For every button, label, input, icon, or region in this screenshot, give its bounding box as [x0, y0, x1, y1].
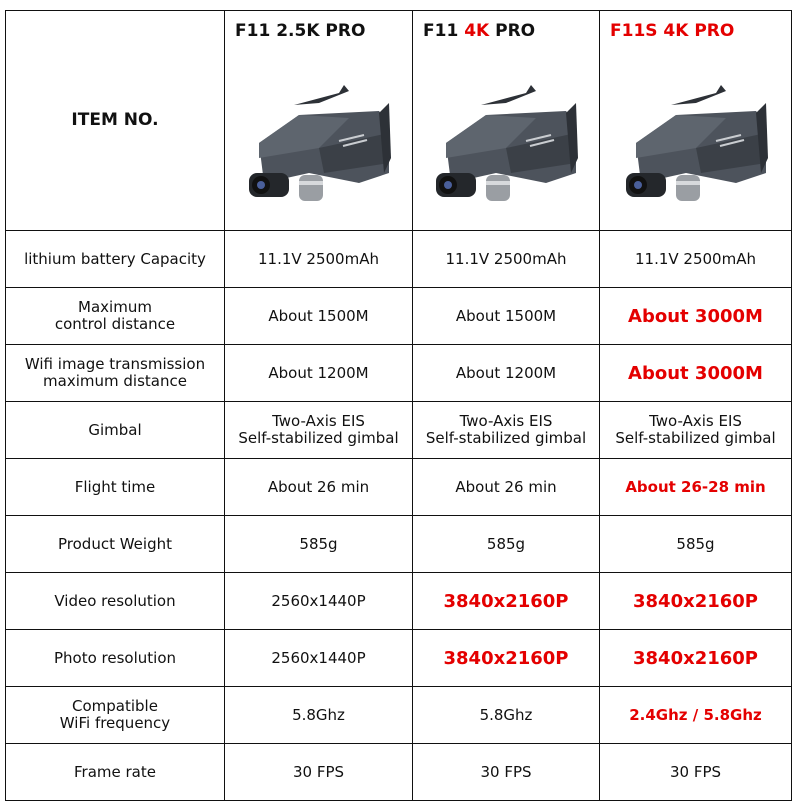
table-row: Frame rate 30 FPS 30 FPS 30 FPS	[5, 743, 792, 801]
spec-value: Two-Axis EIS Self-stabilized gimbal	[224, 401, 413, 459]
spec-value: 5.8Ghz	[224, 686, 413, 744]
spec-value: 5.8Ghz	[412, 686, 600, 744]
table-row: Compatible WiFi frequency 5.8Ghz 5.8Ghz 2.4…	[5, 686, 792, 744]
spec-value: 3840x2160P	[412, 572, 600, 630]
spec-value: 11.1V 2500mAh	[599, 230, 792, 288]
spec-value: 3840x2160P	[599, 629, 792, 687]
row-label: Frame rate	[5, 743, 225, 801]
row-label: Video resolution	[5, 572, 225, 630]
spec-value: 30 FPS	[412, 743, 600, 801]
row-label: Wifi image transmission maximum distance	[5, 344, 225, 402]
spec-value: About 1200M	[224, 344, 413, 402]
row-label: Compatible WiFi frequency	[5, 686, 225, 744]
product-title-prefix: F11	[235, 21, 277, 41]
product-column-header: F11 4K PRO	[412, 10, 600, 231]
spec-value: 2560x1440P	[224, 572, 413, 630]
table-row: Gimbal Two-Axis EIS Self-stabilized gimba…	[5, 401, 792, 459]
table-row: Product Weight 585g 585g 585g	[5, 515, 792, 573]
spec-value: About 3000M	[599, 344, 792, 402]
row-label: Flight time	[5, 458, 225, 516]
product-title: F11 2.5K PRO	[225, 11, 412, 40]
row-label: lithium battery Capacity	[5, 230, 225, 288]
table-row: lithium battery Capacity 11.1V 2500mAh 11.…	[5, 230, 792, 288]
product-title-accent: F11S 4K PRO	[610, 21, 735, 41]
product-title-suffix: 2.5K PRO	[276, 21, 366, 41]
spec-value: 2560x1440P	[224, 629, 413, 687]
spec-value: About 1500M	[224, 287, 413, 345]
product-title-prefix: F11	[423, 21, 465, 41]
spec-value: About 1500M	[412, 287, 600, 345]
drone-image	[625, 85, 768, 201]
spec-value: 30 FPS	[224, 743, 413, 801]
item-no-header: ITEM NO.	[5, 10, 225, 231]
table-row: Maximum control distance About 1500M About…	[5, 287, 792, 345]
spec-value: 585g	[412, 515, 600, 573]
spec-value: About 1200M	[412, 344, 600, 402]
table-row: Flight time About 26 min About 26 min About…	[5, 458, 792, 516]
spec-value: 3840x2160P	[412, 629, 600, 687]
comparison-table: ITEM NO. F11 2.5K PRO F11 4K PRO F11S 4K…	[5, 10, 792, 801]
table-row: Wifi image transmission maximum distance…	[5, 344, 792, 402]
spec-value: 11.1V 2500mAh	[412, 230, 600, 288]
row-label: Product Weight	[5, 515, 225, 573]
product-column-header: F11S 4K PRO	[599, 10, 792, 231]
product-title: F11 4K PRO	[413, 11, 599, 40]
row-label: Photo resolution	[5, 629, 225, 687]
row-label: Maximum control distance	[5, 287, 225, 345]
spec-value: 585g	[224, 515, 413, 573]
spec-value: 3840x2160P	[599, 572, 792, 630]
spec-value: Two-Axis EIS Self-stabilized gimbal	[412, 401, 600, 459]
spec-value: 30 FPS	[599, 743, 792, 801]
spec-value: 11.1V 2500mAh	[224, 230, 413, 288]
table-row: Video resolution 2560x1440P 3840x2160P 3840…	[5, 572, 792, 630]
product-column-header: F11 2.5K PRO	[224, 10, 413, 231]
spec-value: 2.4Ghz / 5.8Ghz	[599, 686, 792, 744]
product-title-accent: 4K	[464, 21, 490, 41]
spec-value: About 26-28 min	[599, 458, 792, 516]
product-title: F11S 4K PRO	[600, 11, 791, 40]
row-label: Gimbal	[5, 401, 225, 459]
spec-value: 585g	[599, 515, 792, 573]
product-title-suffix: PRO	[489, 21, 536, 41]
header-row: ITEM NO. F11 2.5K PRO F11 4K PRO F11S 4K…	[5, 10, 792, 231]
spec-value: About 3000M	[599, 287, 792, 345]
spec-value: Two-Axis EIS Self-stabilized gimbal	[599, 401, 792, 459]
drone-image	[248, 85, 391, 201]
drone-image	[436, 85, 578, 201]
table-row: Photo resolution 2560x1440P 3840x2160P 3840…	[5, 629, 792, 687]
spec-value: About 26 min	[412, 458, 600, 516]
spec-value: About 26 min	[224, 458, 413, 516]
